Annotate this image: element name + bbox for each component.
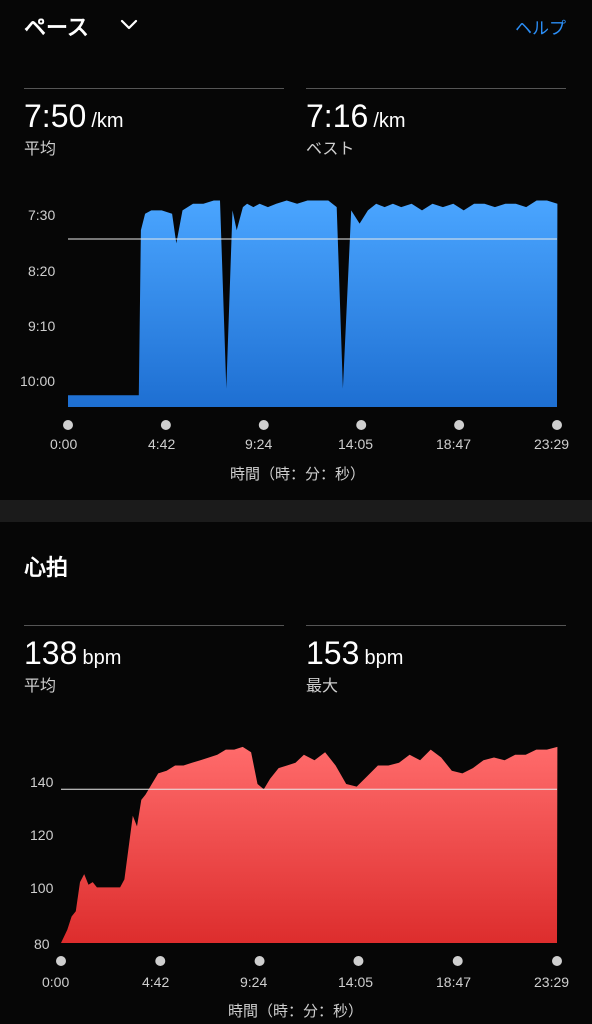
heart-average: 138 bpm 平均 xyxy=(24,635,121,696)
y-tick-label: 120 xyxy=(30,827,54,843)
x-tick-label: 18:47 xyxy=(436,436,472,452)
x-tick-label: 18:47 xyxy=(436,974,472,990)
help-link[interactable]: ヘルプ xyxy=(515,19,566,39)
pace-title: ペース xyxy=(24,16,89,41)
y-tick-label: 80 xyxy=(34,936,50,952)
pace-chart xyxy=(63,200,562,430)
heart-rate-card: 心拍 138 bpm 平均 153 bpm 最大 140 120 100 80 … xyxy=(0,522,592,1024)
x-tick-label: 23:29 xyxy=(534,436,570,452)
x-tick-dot xyxy=(452,956,463,966)
heart-rate-title: 心拍 xyxy=(24,556,69,581)
y-tick-label: 9:10 xyxy=(28,318,56,334)
section-separator xyxy=(0,500,592,522)
divider xyxy=(24,88,284,89)
pace-average-label: 平均 xyxy=(24,139,57,158)
x-tick-dot xyxy=(254,956,265,966)
chevron-down-icon[interactable] xyxy=(120,16,138,34)
x-tick-label: 9:24 xyxy=(240,974,268,990)
pace-card: ペース ヘルプ 7:50 /km 平均 7:16 /km ベスト 7:30 8:… xyxy=(0,0,592,500)
x-tick-dot xyxy=(160,420,171,430)
x-tick-dot xyxy=(155,956,166,966)
pace-average-unit: /km xyxy=(91,110,124,132)
x-tick-dot xyxy=(56,956,66,966)
x-tick-dot xyxy=(353,956,364,966)
y-tick-label: 100 xyxy=(30,880,54,896)
x-tick-dot xyxy=(454,420,465,430)
x-tick-dot xyxy=(552,956,562,966)
pace-best-value: 7:16 xyxy=(306,98,369,134)
heart-max: 153 bpm 最大 xyxy=(306,635,403,696)
divider xyxy=(306,88,566,89)
x-tick-dot xyxy=(258,420,269,430)
y-tick-label: 8:20 xyxy=(28,263,56,279)
heart-rate-area xyxy=(61,746,558,943)
x-tick-label: 4:42 xyxy=(142,974,170,990)
x-tick-dot xyxy=(63,420,73,430)
heart-average-unit: bpm xyxy=(82,647,122,669)
pace-average: 7:50 /km 平均 xyxy=(24,98,124,159)
divider xyxy=(306,625,566,626)
x-tick-label: 9:24 xyxy=(245,436,273,452)
x-tick-dot xyxy=(552,420,562,430)
heart-max-unit: bpm xyxy=(364,647,404,669)
x-tick-label: 14:05 xyxy=(338,974,374,990)
pace-area xyxy=(68,200,558,407)
x-tick-dot xyxy=(356,420,367,430)
x-tick-label: 23:29 xyxy=(534,974,570,990)
y-tick-label: 10:00 xyxy=(20,373,56,389)
x-tick-label: 4:42 xyxy=(148,436,176,452)
divider xyxy=(24,625,284,626)
heart-average-label: 平均 xyxy=(24,676,57,695)
x-tick-label: 14:05 xyxy=(338,436,374,452)
x-tick-label: 0:00 xyxy=(50,436,78,452)
pace-best-label: ベスト xyxy=(306,139,355,158)
heart-average-value: 138 xyxy=(24,635,78,671)
y-tick-label: 7:30 xyxy=(28,207,56,223)
pace-best: 7:16 /km ベスト xyxy=(306,98,406,159)
x-tick-label: 0:00 xyxy=(42,974,70,990)
pace-average-value: 7:50 xyxy=(24,98,87,134)
pace-best-unit: /km xyxy=(373,110,406,132)
heart-max-label: 最大 xyxy=(306,676,339,695)
x-axis-title: 時間（時：分：秒） xyxy=(228,1002,364,1020)
y-tick-label: 140 xyxy=(30,774,54,790)
heart-max-value: 153 xyxy=(306,635,360,671)
x-axis-title: 時間（時：分：秒） xyxy=(230,465,366,483)
heart-rate-chart xyxy=(56,746,562,966)
